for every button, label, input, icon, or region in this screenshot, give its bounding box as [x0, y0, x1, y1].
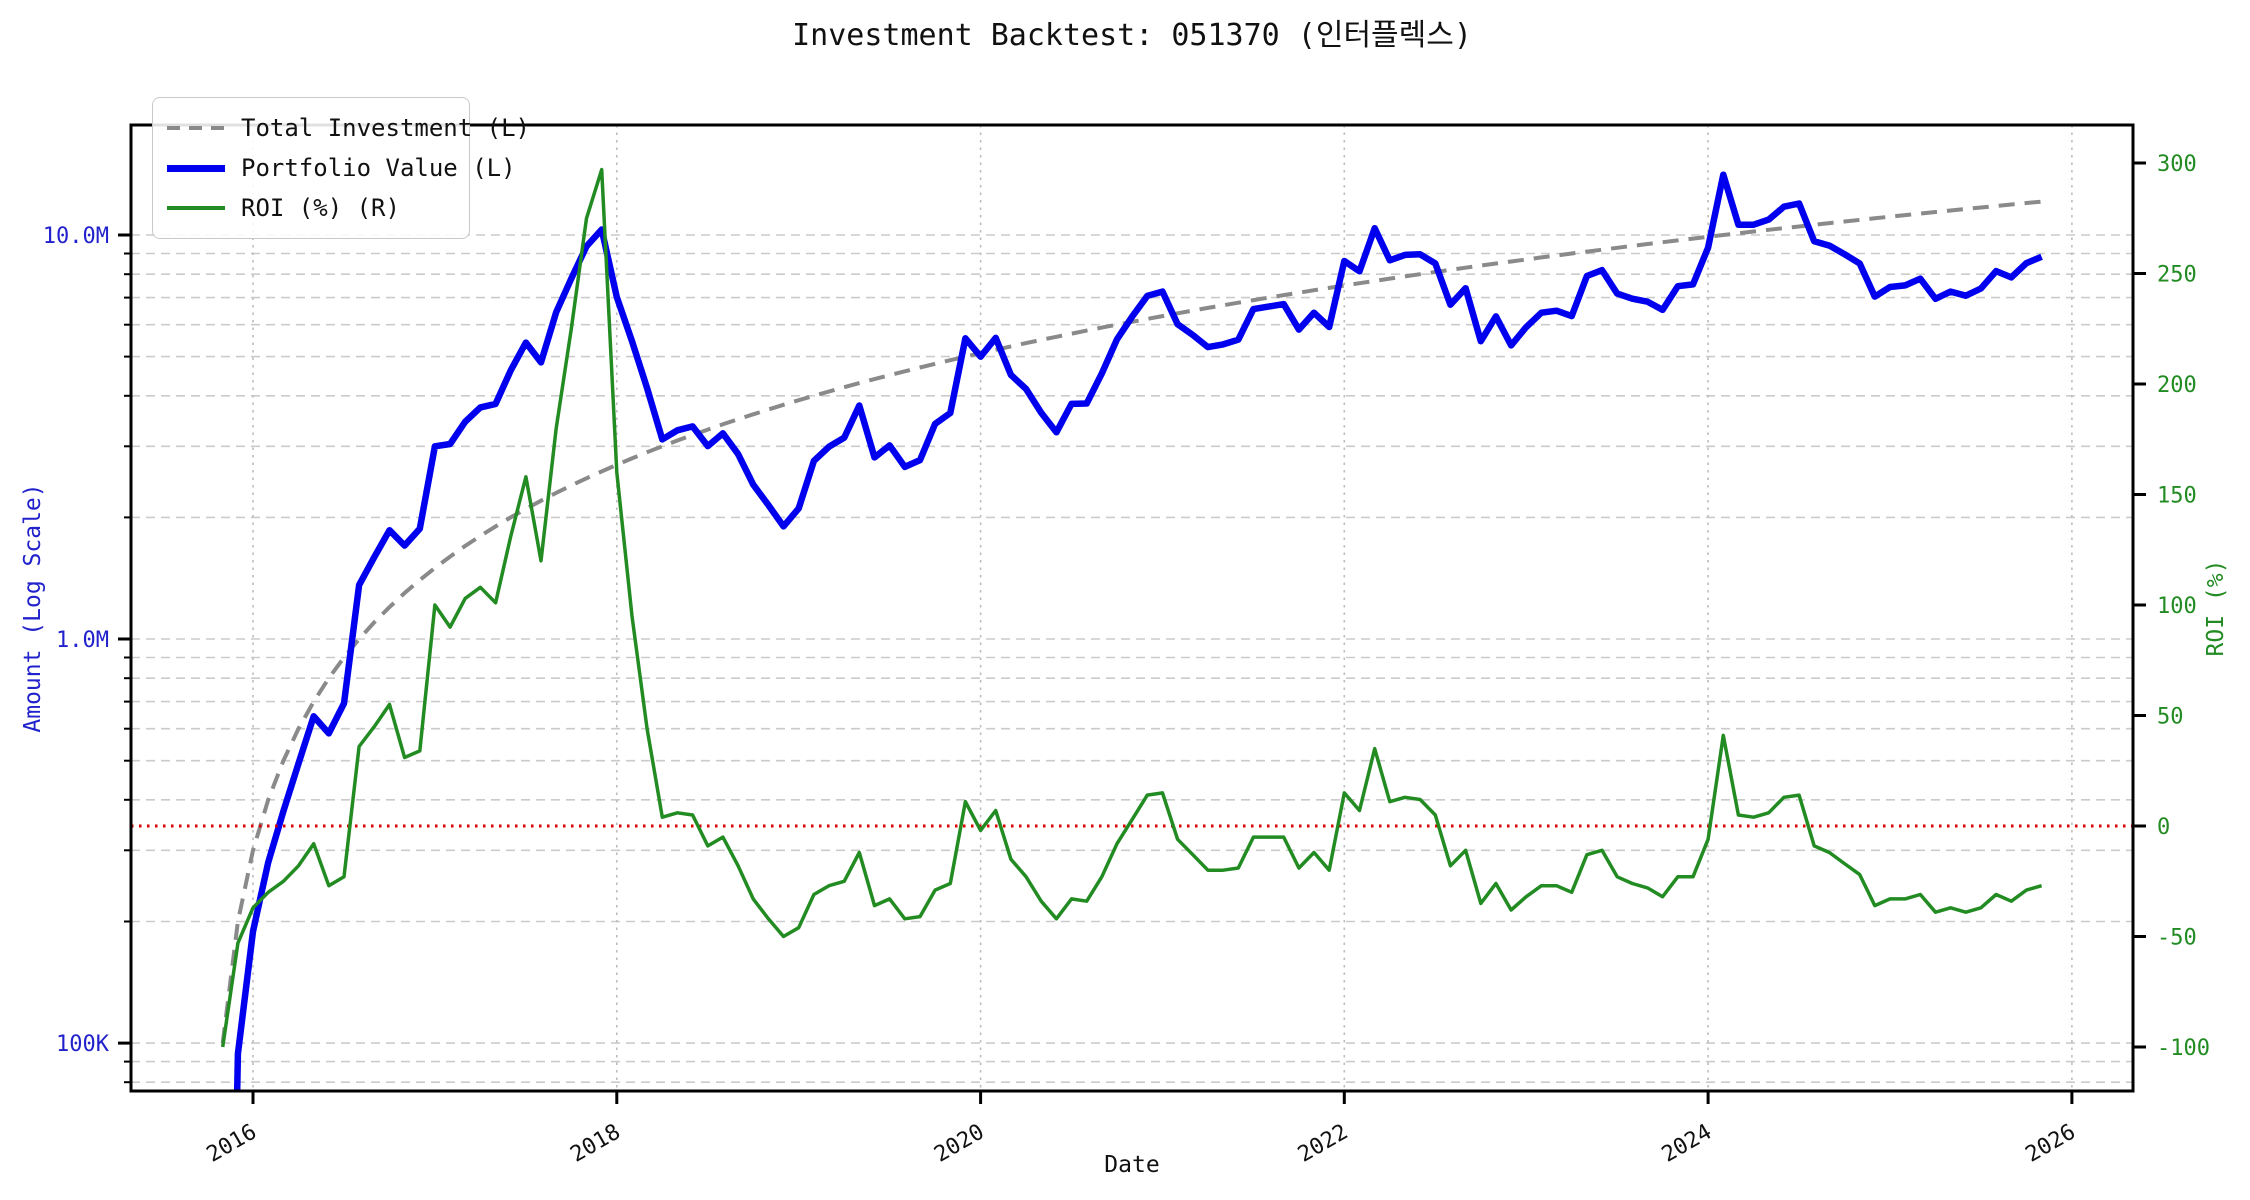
legend-swatch-dashed-line-icon: [167, 126, 225, 130]
y-axis-label-left: Amount (Log Scale): [20, 483, 46, 733]
svg-text:0: 0: [2157, 815, 2170, 840]
svg-text:250: 250: [2157, 263, 2197, 288]
svg-text:150: 150: [2157, 484, 2197, 509]
roi-line: [220, 167, 2043, 1048]
legend-swatch-roi-line-icon: [167, 206, 225, 210]
legend: Total Investment (L) Portfolio Value (L)…: [152, 97, 530, 239]
chart-title: Investment Backtest: 051370 (인터플렉스): [792, 18, 1472, 53]
y-axis-left-ticks: 100K 1.0M 10.0M: [43, 224, 131, 1084]
legend-label: Total Investment (L): [241, 114, 530, 142]
svg-text:200: 200: [2157, 373, 2197, 398]
y-axis-label-right: ROI (%): [2203, 559, 2229, 657]
svg-text:-50: -50: [2157, 926, 2197, 951]
legend-item-portfolio-value: Portfolio Value (L): [167, 148, 516, 188]
x-axis-label: Date: [1104, 1152, 1160, 1178]
portfolio-value-line: [233, 171, 2043, 1091]
legend-item-roi: ROI (%) (R): [167, 188, 455, 228]
svg-text:300: 300: [2157, 152, 2197, 177]
svg-text:100: 100: [2157, 594, 2197, 619]
legend-label: Portfolio Value (L): [241, 154, 516, 182]
svg-text:10.0M: 10.0M: [43, 224, 109, 249]
y-axis-right-ticks: -100 -50 0 50 100 150 200 250 300: [2133, 152, 2210, 1061]
legend-label: ROI (%) (R): [241, 194, 400, 222]
svg-text:-100: -100: [2157, 1036, 2210, 1061]
svg-text:100K: 100K: [56, 1032, 110, 1057]
plot-border: [129, 123, 2135, 1093]
legend-swatch-solid-line-icon: [167, 164, 225, 172]
svg-text:50: 50: [2157, 705, 2184, 730]
legend-item-total-investment: Total Investment (L): [167, 108, 530, 148]
svg-text:1.0M: 1.0M: [56, 628, 109, 653]
